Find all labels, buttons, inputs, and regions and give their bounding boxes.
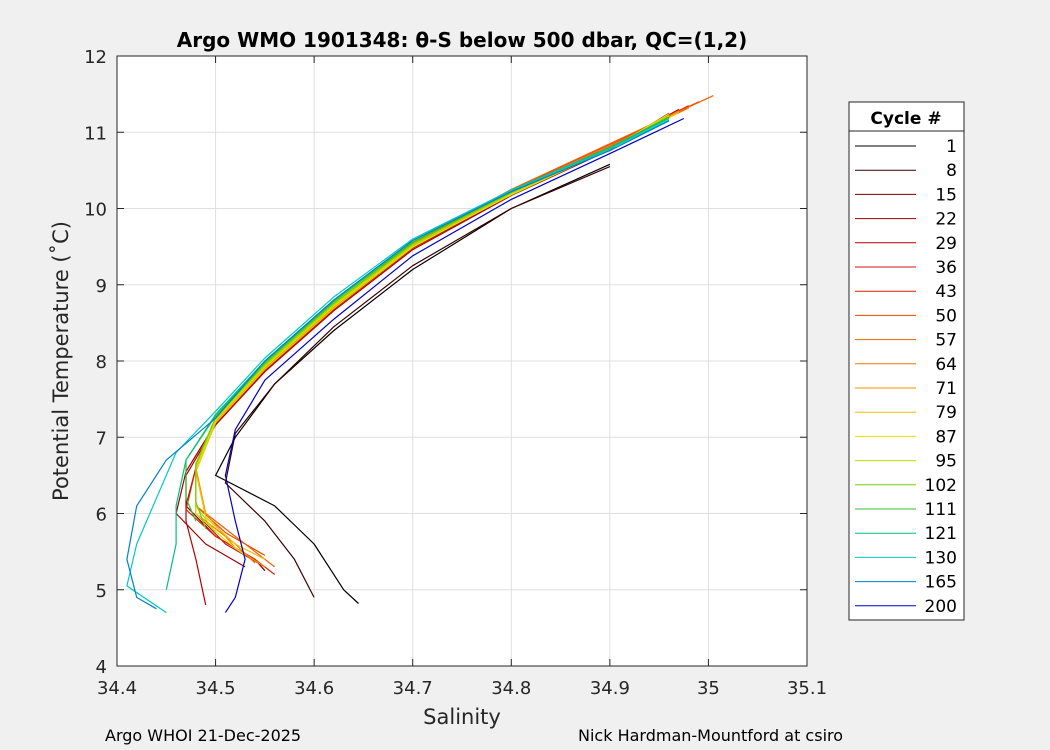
- legend-label-57: 57: [935, 331, 957, 351]
- y-axis-label: Potential Temperature (˚C): [49, 221, 73, 501]
- x-tick-label: 34.7: [393, 678, 433, 699]
- x-tick-label: 35: [697, 678, 720, 699]
- x-tick-label: 34.5: [196, 678, 236, 699]
- y-tick-label: 12: [84, 47, 107, 68]
- legend-label-8: 8: [946, 161, 957, 181]
- legend-label-165: 165: [925, 573, 957, 593]
- series-line-1: [215, 163, 611, 604]
- footer-right: Nick Hardman-Mountford at csiro: [578, 726, 843, 745]
- x-tick-label: 34.6: [294, 678, 334, 699]
- legend-label-15: 15: [935, 185, 957, 205]
- legend-label-87: 87: [935, 427, 957, 447]
- legend-label-111: 111: [925, 500, 957, 520]
- legend-label-130: 130: [925, 548, 957, 568]
- legend-label-36: 36: [935, 258, 957, 278]
- legend-label-200: 200: [925, 597, 957, 617]
- y-tick-label: 4: [96, 657, 107, 678]
- y-tick-label: 11: [84, 123, 107, 144]
- x-tick-label: 34.9: [590, 678, 630, 699]
- legend-label-71: 71: [935, 379, 957, 399]
- legend-label-29: 29: [935, 234, 957, 254]
- legend-label-43: 43: [935, 282, 957, 302]
- series-line-200: [224, 117, 685, 613]
- series-line-8: [224, 166, 611, 598]
- legend-label-22: 22: [935, 210, 957, 230]
- y-tick-label: 8: [96, 352, 107, 373]
- y-tick-label: 9: [96, 276, 107, 297]
- y-tick-label: 5: [96, 581, 107, 602]
- chart-title: Argo WMO 1901348: θ-S below 500 dbar, QC…: [177, 28, 747, 52]
- x-axis-label: Salinity: [423, 705, 501, 729]
- legend-title: Cycle #: [870, 109, 941, 129]
- series-group: [126, 95, 714, 614]
- legend-label-79: 79: [935, 403, 957, 423]
- series-line-29: [185, 112, 670, 606]
- y-tick-label: 10: [84, 200, 107, 221]
- y-tick-label: 6: [96, 505, 107, 526]
- legend: Cycle # 1 8 15 22 29 36 43 50 57 64 71 79 87 95 102 111…: [848, 101, 965, 621]
- y-tick-label: 7: [96, 428, 107, 449]
- x-tick-label: 34.4: [97, 678, 137, 699]
- legend-label-64: 64: [935, 355, 957, 375]
- legend-label-95: 95: [935, 452, 957, 472]
- legend-label-1: 1: [946, 137, 957, 157]
- legend-label-121: 121: [925, 524, 957, 544]
- ticks: [116, 55, 808, 667]
- series-line-130: [126, 119, 670, 614]
- footer-left: Argo WHOI 21-Dec-2025: [105, 726, 301, 745]
- series-line-165: [126, 120, 670, 610]
- tick-labels: 34.4 34.5 34.6 34.7 34.8 34.9 35 35.1 4 5 6 7 8 9 10 11…: [84, 47, 827, 699]
- legend-label-50: 50: [935, 306, 957, 326]
- x-tick-label: 35.1: [787, 678, 827, 699]
- grid: [117, 56, 807, 666]
- legend-label-102: 102: [925, 476, 957, 496]
- x-tick-label: 34.8: [491, 678, 531, 699]
- series-line-87: [195, 113, 670, 556]
- legend-entries: 1 8 15 22 29 36 43 50 57 64 71 79 87 95 102 111 121 130 16…: [855, 137, 957, 617]
